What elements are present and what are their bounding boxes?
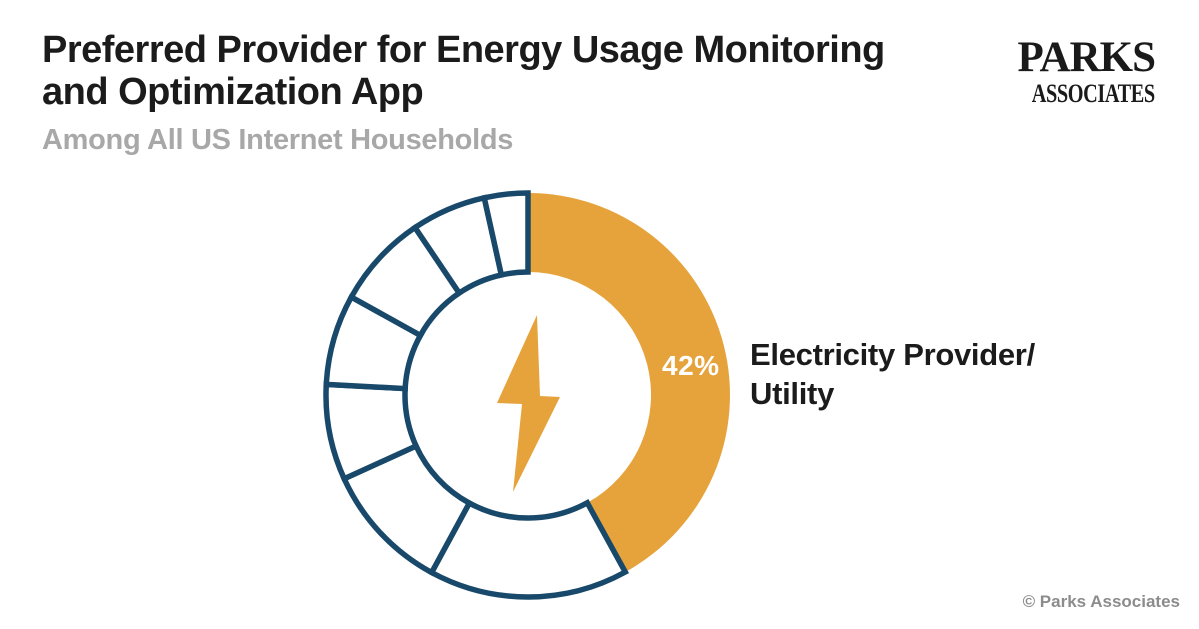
- parks-associates-logo: PARKS ASSOCIATES: [997, 34, 1156, 108]
- title-line-2: and Optimization App: [42, 70, 424, 113]
- donut-chart: [323, 190, 730, 600]
- page-subtitle: Among All US Internet Households: [42, 123, 514, 156]
- copyright-text: © Parks Associates: [1022, 592, 1180, 611]
- slice-label-line-1: Electricity Provider/: [750, 337, 1035, 372]
- highlight-value-label: 42%: [662, 350, 720, 381]
- page-title: Preferred Provider for Energy Usage Moni…: [42, 29, 885, 114]
- chart-header: Preferred Provider for Energy Usage Moni…: [42, 29, 885, 157]
- donut-segment-highlight: [528, 193, 730, 573]
- lightning-bolt-icon: [497, 315, 560, 492]
- donut-segment: [480, 190, 531, 279]
- slice-label-line-2: Utility: [750, 375, 835, 411]
- title-line-1: Preferred Provider for Energy Usage Moni…: [42, 29, 885, 71]
- logo-wordmark-parks: PARKS: [1017, 34, 1156, 81]
- highlight-slice-label: Electricity Provider/ Utility: [750, 336, 1035, 414]
- logo-wordmark-associates: ASSOCIATES: [1031, 79, 1155, 108]
- donut-chart-container: [318, 185, 738, 605]
